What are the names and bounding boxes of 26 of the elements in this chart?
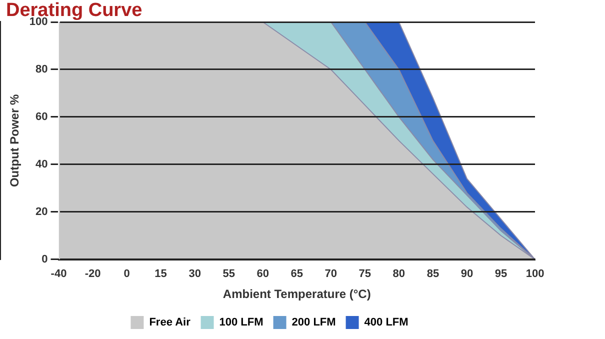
x-tick-label: 30 [188, 268, 201, 280]
y-tick-label: 80 [36, 64, 48, 76]
x-tick-label: 15 [154, 268, 167, 280]
x-tick-label: 60 [256, 268, 269, 280]
x-tick-label: 70 [324, 268, 338, 280]
y-tick-label: 0 [42, 253, 48, 266]
legend-label: 200 LFM [292, 316, 336, 329]
x-axis-title: Ambient Temperature (°C) [222, 287, 371, 302]
x-tick-label: -20 [84, 268, 101, 280]
x-tick-label: 100 [526, 268, 544, 280]
x-tick-label: 65 [290, 268, 303, 280]
x-tick-label: 80 [392, 268, 406, 280]
y-axis-title: Output Power % [8, 94, 22, 188]
x-tick-label: 0 [124, 268, 130, 280]
y-tick-label: 40 [36, 158, 48, 170]
x-tick-label: 55 [222, 268, 235, 280]
x-tick-label: -40 [50, 268, 67, 280]
legend-label: 100 LFM [219, 316, 264, 329]
legend-label: 400 LFM [364, 316, 408, 329]
y-tick-label: 60 [36, 110, 48, 123]
x-tick-label: 90 [460, 268, 474, 280]
y-tick-label: 20 [36, 206, 48, 218]
legend-label: Free Air [149, 316, 192, 329]
x-tick-label: 75 [358, 268, 372, 280]
x-tick-label: 85 [426, 268, 440, 280]
x-tick-label: 95 [494, 268, 508, 280]
